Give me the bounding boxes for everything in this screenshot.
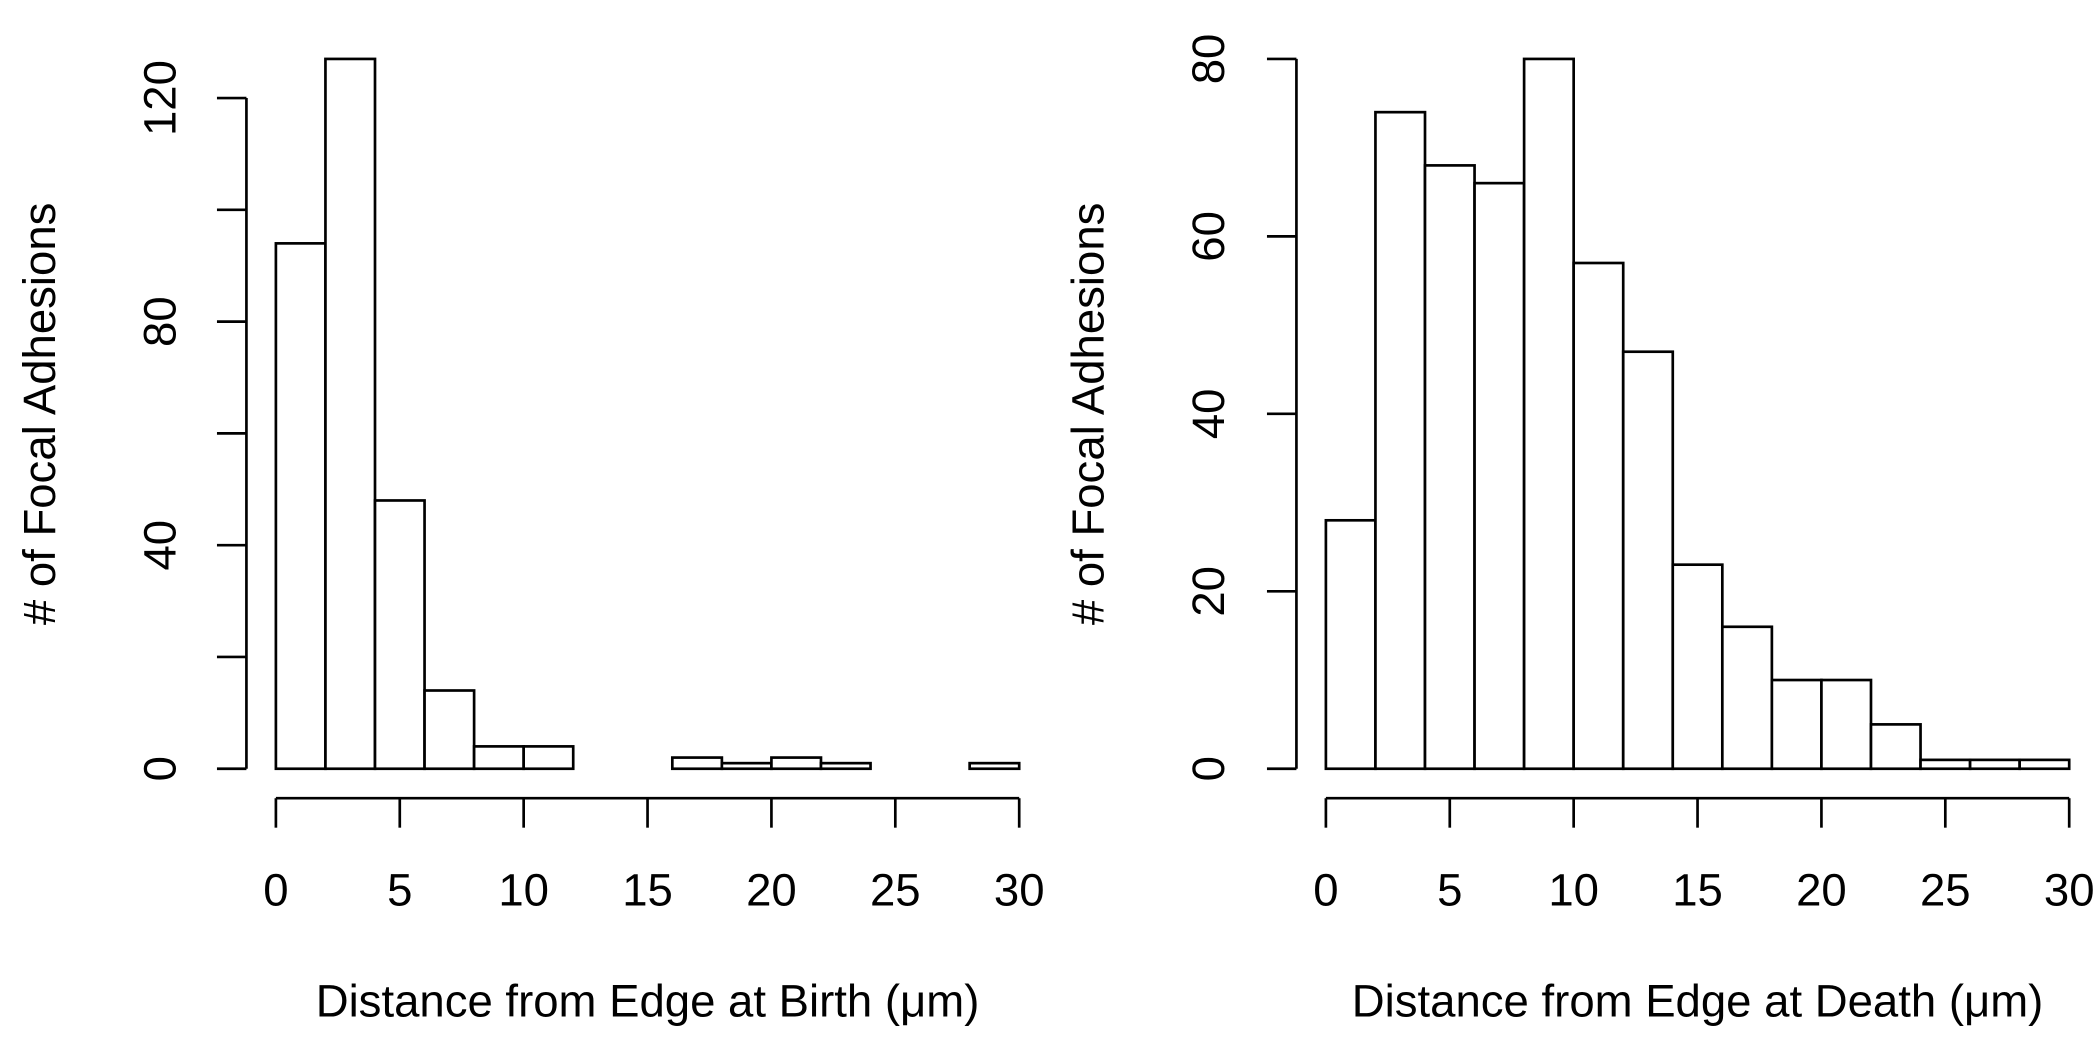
- bar: [1720, 625, 1774, 771]
- bar: [819, 761, 872, 771]
- bar: [1324, 518, 1377, 771]
- bar: [968, 761, 1021, 771]
- x-tick-label: 0: [263, 864, 288, 915]
- bar: [1374, 110, 1427, 771]
- bar: [1671, 563, 1724, 771]
- x-tick-label: 25: [1920, 864, 1971, 915]
- x-axis-label: Distance from Edge at Death (μm): [1352, 975, 2044, 1026]
- bar: [472, 745, 525, 771]
- bar: [1522, 57, 1575, 771]
- y-tick-label: 0: [1183, 756, 1234, 781]
- x-tick-label: 10: [498, 864, 549, 915]
- bar: [670, 756, 724, 771]
- x-tick-label: 15: [1672, 864, 1723, 915]
- bar: [720, 761, 773, 771]
- bar: [2018, 758, 2071, 771]
- x-tick-label: 10: [1548, 864, 1599, 915]
- bar: [423, 689, 476, 771]
- y-tick-label: 0: [134, 756, 185, 781]
- x-tick-label: 5: [1437, 864, 1462, 915]
- bar: [1869, 723, 1922, 771]
- bar: [373, 499, 426, 771]
- x-tick-label: 30: [994, 864, 1045, 915]
- bar: [522, 745, 575, 771]
- bar: [770, 756, 823, 771]
- bar: [1968, 758, 2021, 771]
- y-tick-label: 80: [1183, 34, 1234, 85]
- x-tick-label: 30: [2044, 864, 2095, 915]
- y-axis-label: # of Focal Adhesions: [1063, 203, 1114, 626]
- bar: [1820, 678, 1873, 771]
- x-tick-label: 5: [387, 864, 412, 915]
- x-tick-label: 25: [870, 864, 921, 915]
- bar: [1770, 678, 1823, 771]
- y-tick-label: 80: [134, 296, 185, 347]
- bar: [324, 57, 377, 771]
- bar: [1919, 758, 1972, 771]
- bar: [1473, 181, 1526, 771]
- x-tick-label: 15: [622, 864, 673, 915]
- y-tick-label: 40: [134, 520, 185, 571]
- x-axis-label: Distance from Edge at Birth (μm): [316, 975, 980, 1026]
- y-tick-label: 120: [134, 60, 185, 136]
- x-tick-label: 20: [746, 864, 797, 915]
- bar: [274, 242, 327, 771]
- y-tick-label: 20: [1183, 566, 1234, 617]
- y-tick-label: 40: [1183, 389, 1234, 440]
- x-tick-label: 20: [1796, 864, 1847, 915]
- bar: [1572, 261, 1625, 771]
- y-tick-label: 60: [1183, 211, 1234, 262]
- x-tick-label: 0: [1313, 864, 1338, 915]
- y-axis-label: # of Focal Adhesions: [14, 203, 65, 626]
- bar: [1621, 350, 1675, 771]
- bar: [1423, 164, 1476, 771]
